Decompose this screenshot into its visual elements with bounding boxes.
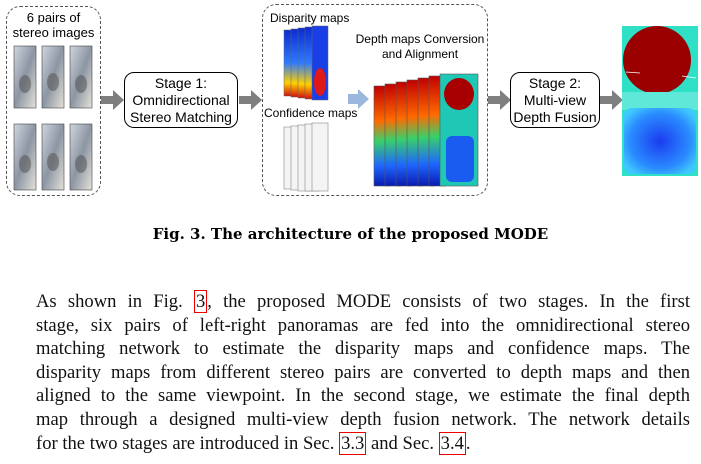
paragraph-line: As shown in Fig. 3, the proposed MODE co… bbox=[36, 290, 690, 313]
confidence-maps-stack bbox=[283, 122, 329, 192]
paragraph-line: matching network to estimate the dispari… bbox=[36, 338, 690, 360]
intermediate-maps-group bbox=[262, 4, 488, 196]
flow-arrow bbox=[101, 90, 124, 110]
stereo-image-thumbnails bbox=[13, 45, 93, 191]
stage2-box: Stage 2: Multi-view Depth Fusion bbox=[510, 72, 600, 128]
stereo-images-group bbox=[6, 6, 101, 196]
architecture-figure: 6 pairs of stereo images Stage 1: Omnidi… bbox=[0, 0, 701, 205]
confidence-maps-label: Confidence maps bbox=[264, 106, 358, 120]
section-ref-link[interactable]: 3.3 bbox=[339, 431, 367, 455]
disparity-maps-label: Disparity maps bbox=[270, 11, 350, 25]
figure-caption: Fig. 3. The architecture of the proposed… bbox=[152, 225, 549, 243]
final-depth-map bbox=[622, 26, 698, 176]
paragraph-line: stage, six pairs of left-right panoramas… bbox=[36, 314, 690, 336]
aligned-depth-maps-stack bbox=[373, 73, 479, 187]
flow-arrow bbox=[239, 90, 262, 110]
flow-arrow bbox=[488, 90, 511, 110]
figure-ref-link[interactable]: 3 bbox=[193, 290, 208, 313]
paragraph-line: disparity maps from different stereo pai… bbox=[36, 361, 690, 383]
paragraph-line: map through a designed multi-view depth … bbox=[36, 408, 690, 430]
flow-arrow bbox=[348, 89, 369, 109]
stereo-images-label: 6 pairs of stereo images bbox=[12, 10, 95, 40]
stage1-box: Stage 1: Omnidirectional Stereo Matching bbox=[124, 72, 238, 128]
paragraph-line: aligned to the same viewpoint. In the se… bbox=[36, 385, 690, 407]
flow-arrow bbox=[600, 90, 623, 110]
paragraph-line: for the two stages are introduced in Sec… bbox=[36, 431, 471, 455]
disparity-maps-stack bbox=[283, 25, 329, 101]
conversion-label: Depth maps Conversion and Alignment bbox=[355, 32, 485, 61]
section-ref-link[interactable]: 3.4 bbox=[438, 431, 466, 455]
body-paragraph: As shown in Fig. 3, the proposed MODE co… bbox=[36, 290, 690, 455]
